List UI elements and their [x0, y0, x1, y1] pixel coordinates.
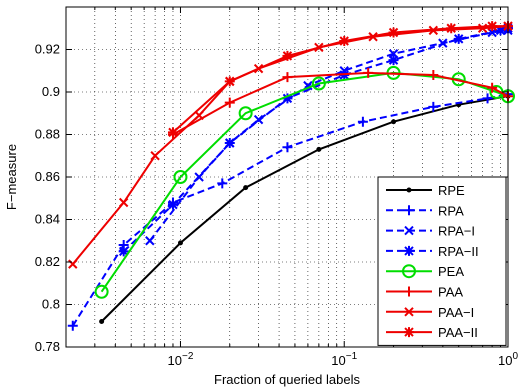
y-tick-label: 0.92: [35, 42, 60, 57]
legend-label: PAA: [438, 285, 463, 300]
data-point-rpa-ii: [495, 25, 506, 36]
legend-swatch-marker: [404, 286, 414, 297]
data-point-rpa-ii: [453, 33, 464, 44]
legend-swatch-marker: [404, 307, 414, 317]
legend-box: [377, 176, 507, 346]
data-point-pea: [238, 106, 253, 121]
legend-label: RPA: [438, 203, 464, 218]
data-point-paa-i: [194, 110, 204, 121]
y-tick-label: 0.9: [42, 84, 60, 99]
legend-swatch-marker: [404, 205, 414, 216]
data-point-paa-ii: [282, 50, 293, 61]
legend-item-paa: PAA: [386, 285, 463, 300]
y-tick-label: 0.84: [35, 212, 60, 227]
data-point-paa: [282, 72, 293, 83]
x-tick-label: 10−2: [168, 351, 194, 368]
x-tick-exponent: −1: [346, 351, 358, 362]
data-point-rpe: [177, 240, 183, 246]
data-point-rpa: [282, 142, 293, 153]
data-point-paa: [224, 97, 235, 108]
data-point-rpa-ii: [167, 199, 178, 210]
series-line-paa-ii: [172, 25, 508, 134]
data-point-rpa-ii: [282, 93, 293, 104]
legend-label: PAA−II: [438, 325, 478, 340]
y-tick-label: 0.8: [42, 297, 60, 312]
legend-item-paa-ii: PAA−II: [386, 325, 478, 340]
x-tick-exponent: −2: [182, 351, 194, 362]
data-point-pea: [311, 76, 326, 91]
legend-swatch-marker: [404, 225, 414, 236]
y-tick-label: 0.82: [35, 254, 60, 269]
y-tick-label: 0.88: [35, 127, 60, 142]
legend-label: PEA: [438, 264, 464, 279]
data-point-paa-ii: [487, 21, 498, 32]
x-tick-label: 10−1: [331, 351, 357, 368]
legend-label: RPA−I: [438, 224, 475, 239]
data-point-paa: [363, 67, 374, 78]
legend-swatch-marker: [404, 245, 414, 256]
data-point-paa: [428, 70, 439, 80]
series-rpe: [99, 93, 511, 324]
series-paa-ii: [167, 21, 513, 138]
y-axis-label: F−measure: [4, 144, 19, 210]
data-point-rpa: [67, 320, 78, 331]
data-point-rpa-ii: [118, 246, 129, 257]
data-point-paa-i: [68, 259, 78, 269]
data-point-rpa: [428, 101, 439, 112]
data-point-rpe: [243, 185, 249, 191]
data-point-rpa: [217, 178, 228, 189]
legend-swatch-marker: [404, 327, 414, 338]
data-point-paa-i: [150, 151, 160, 161]
x-axis-label: Fraction of queried labels: [214, 372, 360, 387]
legend-swatch-marker: [402, 264, 416, 279]
legend-item-pea: PEA: [386, 264, 464, 279]
data-point-rpe: [391, 119, 397, 125]
legend-item-rpa-ii: RPA−II: [386, 244, 479, 259]
data-point-paa-ii: [224, 76, 235, 87]
data-point-rpa-ii: [388, 55, 399, 66]
x-tick-base: 10: [498, 353, 512, 368]
data-point-rpe: [316, 146, 322, 152]
data-point-paa-ii: [167, 127, 178, 138]
x-tick-label: 100: [498, 351, 518, 368]
y-tick-label: 0.86: [35, 169, 60, 184]
legend-item-rpa: RPA: [386, 203, 464, 218]
data-point-paa-ii: [446, 23, 457, 34]
data-point-paa: [487, 82, 498, 93]
data-point-rpa: [357, 116, 368, 127]
data-point-pea: [94, 284, 109, 299]
data-point-rpa-ii: [224, 138, 235, 148]
series-line-rpa-i: [149, 29, 509, 242]
data-point-rpa-i: [145, 236, 155, 246]
data-point-paa-i: [118, 197, 129, 208]
x-tick-base: 10: [168, 353, 182, 368]
legend-item-paa-i: PAA−I: [386, 305, 474, 320]
legend-swatch-marker: [406, 187, 412, 193]
legend-label: PAA−I: [438, 305, 474, 320]
data-point-paa-ii: [388, 27, 399, 38]
data-point-paa-ii: [339, 36, 350, 46]
y-tick-label: 0.78: [35, 339, 60, 354]
data-point-rpe: [99, 319, 105, 324]
legend: RPE RPA RPA−I RPA−II PEA PAA PAA−I PAA−II: [377, 176, 507, 346]
x-tick-exponent: 0: [512, 351, 518, 362]
data-point-pea: [173, 170, 188, 184]
legend-label: RPA−II: [438, 244, 479, 259]
legend-item-rpa-i: RPA−I: [386, 224, 475, 239]
legend-label: RPE: [438, 183, 465, 198]
legend-item-rpe: RPE: [386, 183, 465, 198]
data-point-rpa: [482, 93, 493, 104]
x-tick-base: 10: [331, 353, 345, 368]
